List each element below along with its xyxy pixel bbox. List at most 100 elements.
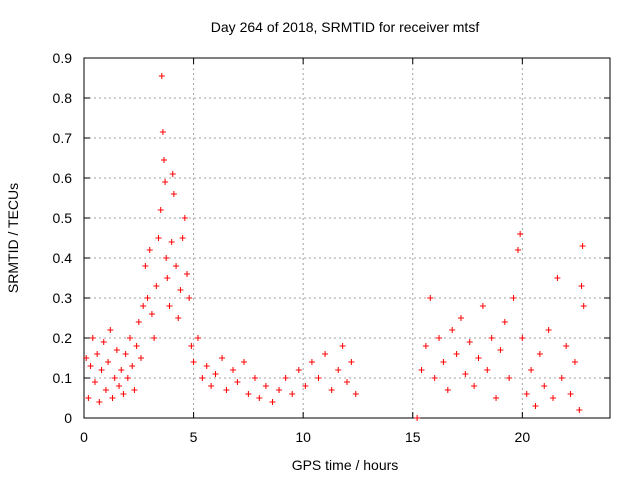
data-point — [219, 355, 226, 361]
x-tick-label: 10 — [295, 429, 311, 445]
data-point — [179, 235, 186, 241]
data-point — [118, 367, 125, 373]
y-tick-label: 0.4 — [53, 250, 73, 266]
data-point — [105, 359, 112, 365]
data-point — [109, 395, 116, 401]
y-tick-label: 0.3 — [53, 290, 73, 306]
data-point — [422, 343, 429, 349]
data-point — [578, 283, 585, 289]
data-point — [276, 387, 283, 393]
data-point — [124, 375, 131, 381]
data-point — [96, 399, 103, 405]
y-tick-label: 0.7 — [53, 130, 73, 146]
data-point — [510, 295, 517, 301]
data-point — [444, 387, 451, 393]
data-point — [545, 327, 552, 333]
data-point — [352, 391, 359, 397]
data-point — [322, 351, 329, 357]
data-point — [166, 303, 173, 309]
data-point — [449, 327, 456, 333]
data-point — [466, 339, 473, 345]
data-point — [199, 375, 206, 381]
data-point — [335, 367, 342, 373]
data-point — [240, 359, 247, 365]
data-point — [148, 311, 155, 317]
data-point — [223, 387, 230, 393]
data-point — [164, 275, 171, 281]
data-point — [203, 363, 210, 369]
data-point — [302, 383, 309, 389]
data-point — [517, 231, 524, 237]
data-point — [144, 295, 151, 301]
data-point — [328, 387, 335, 393]
data-point — [344, 379, 350, 385]
data-point — [536, 351, 543, 357]
data-point — [532, 403, 539, 409]
y-tick-label: 0.1 — [53, 370, 73, 386]
data-point — [133, 343, 140, 349]
data-point — [194, 335, 201, 341]
y-tick-label: 0.6 — [53, 170, 73, 186]
data-point — [91, 379, 98, 385]
data-point — [315, 375, 322, 381]
data-point — [94, 351, 101, 357]
data-point — [262, 383, 269, 389]
x-tick-label: 20 — [515, 429, 531, 445]
data-point — [135, 319, 142, 325]
data-point — [269, 399, 276, 405]
data-point — [131, 387, 138, 393]
data-point — [85, 395, 92, 401]
data-point — [457, 315, 464, 321]
data-point — [514, 247, 521, 253]
data-point — [113, 347, 120, 353]
data-point — [453, 351, 460, 357]
data-point — [116, 383, 123, 389]
data-point — [475, 355, 482, 361]
data-point — [251, 375, 258, 381]
data-point — [230, 367, 237, 373]
chart-title: Day 264 of 2018, SRMTID for receiver mts… — [211, 19, 480, 35]
data-point — [98, 367, 105, 373]
data-point — [567, 391, 574, 397]
data-point — [418, 367, 425, 373]
y-tick-label: 0.9 — [53, 50, 73, 66]
data-point — [162, 179, 169, 185]
data-point — [87, 363, 94, 369]
data-point — [576, 407, 583, 413]
data-point — [580, 303, 587, 309]
data-point — [170, 191, 177, 197]
data-point — [102, 387, 109, 393]
data-point — [181, 215, 188, 221]
data-point — [111, 375, 118, 381]
data-point — [169, 171, 176, 177]
data-point — [122, 351, 129, 357]
data-point — [140, 303, 147, 309]
data-point — [471, 383, 478, 389]
data-point — [212, 371, 219, 377]
data-point — [519, 335, 526, 341]
x-tick-label: 0 — [80, 429, 88, 445]
data-point — [348, 359, 355, 365]
x-tick-label: 5 — [190, 429, 198, 445]
y-tick-label: 0.2 — [53, 330, 73, 346]
axis-ticks: 0 0.1 0.2 0.3 0.4 0.5 0.6 0.7 0.8 0.9 0 5 10 15 20 — [53, 50, 610, 445]
data-point — [160, 157, 167, 163]
data-point — [159, 129, 166, 135]
data-point — [163, 255, 170, 261]
data-point — [563, 343, 570, 349]
data-point — [184, 271, 191, 277]
data-point — [493, 395, 500, 401]
y-tick-label: 0 — [64, 410, 72, 426]
data-point — [497, 347, 504, 353]
data-point — [506, 375, 513, 381]
data-point — [440, 359, 447, 365]
y-tick-label: 0.8 — [53, 90, 73, 106]
data-point — [186, 295, 193, 301]
data-point — [484, 367, 491, 373]
data-point — [436, 335, 443, 341]
data-point — [146, 247, 153, 253]
data-point — [100, 339, 107, 345]
data-point — [177, 287, 184, 293]
data-point — [173, 263, 180, 269]
